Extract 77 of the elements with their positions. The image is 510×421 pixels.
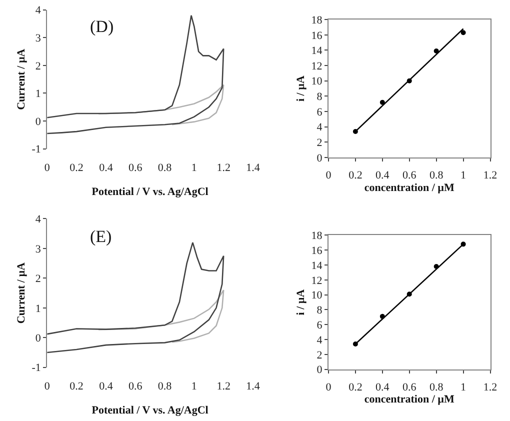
point (434, 48, 439, 54)
y-tick-label: 10 (311, 76, 323, 88)
y-tick-label: 2 (316, 137, 322, 150)
x-tick-label: 0.6 (128, 162, 143, 174)
x-tick-label: 0 (44, 162, 50, 174)
x-tick-label: 1 (460, 170, 466, 182)
y-tick-label: 18 (311, 230, 323, 242)
x-axis-title: Potential / V vs. Ag/AgCl (92, 186, 208, 198)
y-tick-label: 3 (35, 243, 42, 256)
y-tick-label: 12 (311, 60, 322, 72)
x-tick-label: 1.2 (483, 170, 498, 182)
y-axis-title: i / µA (294, 289, 307, 316)
y-tick-label: 8 (316, 304, 323, 317)
y-tick-label: 1 (35, 88, 41, 100)
x-tick-label: 0.2 (70, 162, 84, 174)
x-tick-label: 0 (326, 382, 332, 394)
y-axis-title: Current / µA (15, 48, 28, 110)
y-tick-label: 1 (35, 302, 41, 315)
y-tick-label: 10 (311, 290, 323, 302)
y-tick-label: 2 (316, 349, 322, 362)
x-tick-label: 1 (460, 382, 466, 394)
x-tick-label: 0.6 (402, 170, 417, 182)
y-tick-label: 18 (311, 14, 323, 26)
line-series (98, 289, 224, 343)
annotation: (D) (90, 17, 114, 36)
y-tick-label: 14 (311, 45, 323, 58)
x-tick-label: 0.8 (429, 170, 444, 182)
x-tick-label: 0.2 (348, 170, 362, 182)
y-tick-label: -1 (32, 362, 41, 374)
y-tick-label: 0 (316, 152, 323, 164)
x-tick-label: 0.2 (348, 382, 362, 394)
x-axis-title: concentration / µM (364, 394, 456, 406)
x-tick-label: 0.4 (376, 382, 390, 394)
x-axis-title: Potential / V vs. Ag/AgCl (92, 404, 208, 417)
x-tick-label: 1 (191, 162, 197, 174)
y-tick-label: 14 (311, 260, 323, 272)
annotation: (E) (90, 227, 112, 246)
y-tick-label: 0 (35, 116, 42, 128)
y-axis-title: i / µA (294, 76, 307, 102)
y-axis-title: Current / µA (15, 262, 28, 324)
x-tick-label: 1.2 (216, 380, 230, 392)
x-tick-label: 0.6 (402, 382, 417, 394)
x-tick-label: 0.6 (128, 380, 143, 392)
y-tick-label: 4 (35, 214, 42, 226)
x-tick-label: 0.4 (376, 170, 390, 182)
y-tick-label: 16 (311, 244, 323, 257)
x-tick-label: 1.2 (483, 382, 498, 394)
x-tick-label: 1.2 (216, 162, 230, 174)
x-tick-label: 0.4 (99, 380, 114, 392)
x-axis-title: concentration / µM (364, 182, 456, 194)
x-tick-label: 1 (191, 380, 197, 392)
y-tick-label: 3 (35, 32, 42, 44)
y-tick-label: -1 (32, 144, 41, 156)
line-series (47, 14, 224, 134)
x-tick-label: 0.8 (158, 162, 172, 174)
x-tick-label: 0.8 (158, 380, 172, 392)
x-tick-label: 1.4 (246, 380, 260, 392)
y-tick-label: 12 (311, 274, 322, 287)
y-tick-label: 4 (35, 4, 42, 17)
y-tick-label: 0 (316, 364, 323, 376)
y-tick-label: 6 (316, 319, 323, 332)
x-tick-label: 0.4 (99, 162, 114, 174)
y-tick-label: 8 (316, 91, 323, 104)
point (460, 30, 466, 36)
x-tick-label: 0.2 (70, 380, 84, 392)
x-tick-label: 0 (326, 170, 332, 182)
y-tick-label: 16 (311, 30, 323, 42)
y-tick-label: 4 (316, 334, 323, 346)
x-tick-label: 0.8 (429, 382, 444, 394)
y-tick-label: 0 (35, 332, 42, 344)
x-tick-label: 0 (44, 380, 50, 392)
y-tick-label: 2 (35, 273, 41, 286)
x-tick-label: 1.4 (246, 162, 260, 174)
y-tick-label: 6 (316, 106, 323, 118)
y-tick-label: 4 (316, 122, 323, 134)
point (380, 100, 385, 105)
y-tick-label: 2 (35, 60, 41, 72)
